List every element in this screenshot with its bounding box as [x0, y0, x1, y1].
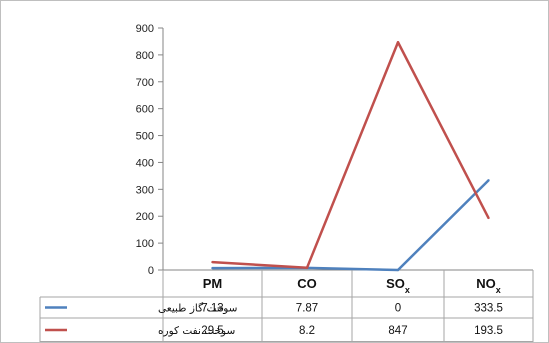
table-cell: 333.5	[474, 303, 503, 315]
y-axis: 0 100 200 300 400 500 600 700 800 900	[136, 23, 164, 277]
y-tick-label: 300	[136, 184, 154, 196]
y-tick-label: 200	[136, 211, 154, 223]
table-cell: 847	[388, 325, 407, 337]
legend-label-2: سوخت نفت کوره	[158, 325, 235, 337]
y-tick-label: 100	[136, 238, 154, 250]
data-point	[396, 268, 400, 272]
data-point	[487, 216, 490, 220]
table-cell: 193.5	[474, 325, 503, 337]
y-tick-label: 500	[136, 131, 154, 143]
y-tick-label: 600	[136, 104, 154, 116]
table-cell: 29.5	[201, 325, 223, 337]
y-tick-label: 400	[136, 157, 154, 169]
data-point	[211, 266, 214, 270]
x-category-label: NOx	[476, 276, 501, 295]
series-line-2	[212, 41, 490, 270]
data-point	[487, 179, 490, 182]
table-cell: 7.13	[201, 303, 223, 315]
legend-label-1: سوخت گاز طبیعی	[158, 302, 237, 315]
y-tick-label: 800	[136, 50, 154, 62]
x-category-label: CO	[297, 276, 317, 291]
table-cell: 0	[395, 303, 401, 315]
x-category-label: PM	[203, 276, 223, 291]
y-tick-label: 900	[136, 23, 154, 35]
data-point	[396, 41, 400, 44]
series-line-1	[212, 179, 490, 272]
y-tick-label: 0	[148, 265, 154, 277]
data-point	[211, 260, 214, 264]
table-cell: 7.87	[296, 303, 318, 315]
plot-area	[211, 41, 490, 272]
y-tick-label: 700	[136, 77, 154, 89]
x-category-label: SOx	[386, 276, 410, 295]
table-cell: 8.2	[299, 325, 315, 337]
data-point	[305, 266, 309, 269]
